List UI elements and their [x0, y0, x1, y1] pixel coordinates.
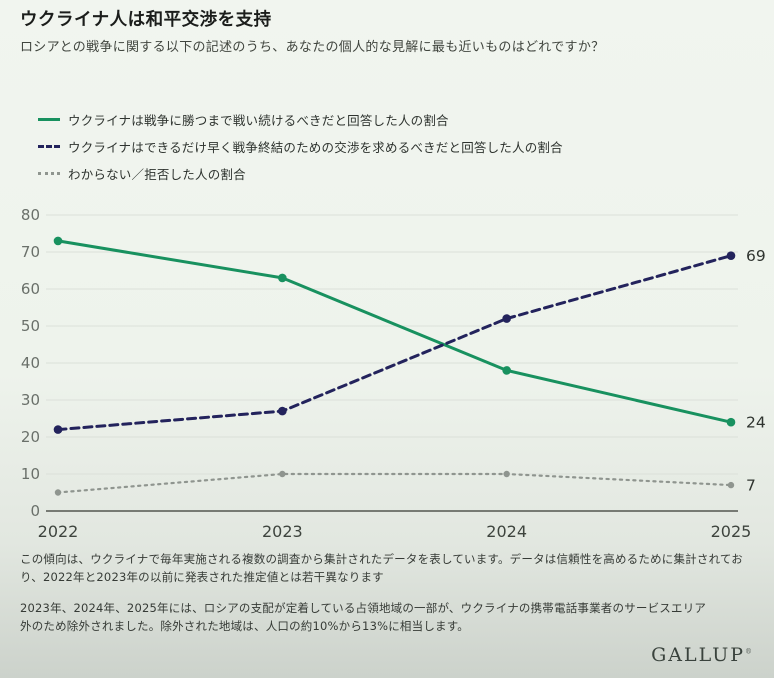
coverage-exclusion-footnote: 2023年、2024年、2025年には、ロシアの支配が定着している占領地域の一部…	[20, 601, 707, 633]
y-axis-tick-label: 20	[21, 428, 40, 446]
trend-chart-svg: 0 10 20 30 40 50 60 70 80 2022 2023 2024 2025 24 69 7	[21, 206, 766, 541]
registered-mark: ®	[745, 647, 752, 656]
data-point-marker	[726, 417, 736, 427]
x-axis-tick-label: 2022	[38, 522, 79, 541]
x-axis-tick-label: 2024	[486, 522, 527, 541]
legend-item-dont-know-refused: わからない／拒否した人の割合	[38, 160, 563, 187]
data-point-marker	[502, 314, 511, 323]
y-axis-tick-label: 50	[21, 317, 40, 335]
legend-item-seek-negotiations: ウクライナはできるだけ早く戦争終結のための交渉を求めるべきだと回答した人の割合	[38, 133, 563, 160]
y-axis-tick-label: 30	[21, 391, 40, 409]
legend-label: ウクライナはできるだけ早く戦争終結のための交渉を求めるべきだと回答した人の割合	[68, 140, 563, 155]
data-point-marker	[54, 489, 62, 496]
y-axis-tick-label: 60	[21, 280, 40, 298]
gallup-logo-text: GALLUP	[651, 644, 745, 666]
page-title: ウクライナ人は和平交渉を支持	[20, 10, 272, 30]
series-end-value-label: 69	[746, 247, 766, 265]
data-point-marker	[278, 406, 287, 416]
data-point-marker	[53, 236, 63, 246]
dotted-line-swatch-icon	[38, 172, 60, 175]
data-point-marker	[278, 273, 287, 283]
series-end-value-label: 7	[746, 477, 756, 495]
series-end-value-label: 24	[746, 414, 766, 432]
x-axis-tick-label: 2023	[262, 522, 303, 541]
line-series	[56, 239, 733, 424]
line-series	[56, 254, 733, 432]
y-axis-tick-label: 40	[21, 354, 40, 372]
methodology-footnote: この傾向は、ウクライナで毎年実施される複数の調査から集計されたデータを表していま…	[20, 552, 743, 584]
y-axis-tick-label: 70	[21, 243, 40, 261]
trend-chart: 0 10 20 30 40 50 60 70 80 2022 2023 2024 2025 24 69 7	[0, 196, 774, 546]
legend-label: わからない／拒否した人の割合	[68, 167, 246, 182]
data-point-marker	[503, 470, 510, 478]
line-series	[56, 472, 733, 494]
data-point-marker	[53, 425, 63, 434]
y-axis-tick-label: 10	[21, 465, 40, 483]
data-point-marker	[727, 481, 735, 489]
survey-question-subtitle: ロシアとの戦争に関する以下の記述のうち、あなたの個人的な見解に最も近いものはどれ…	[20, 40, 605, 55]
solid-line-swatch-icon	[38, 118, 60, 121]
chart-legend: ウクライナは戦争に勝つまで戦い続けるべきだと回答した人の割合 ウクライナはできる…	[38, 106, 563, 187]
dashed-line-swatch-icon	[38, 145, 60, 148]
gallup-logo: GALLUP®	[651, 644, 752, 666]
x-axis-tick-label: 2025	[711, 522, 752, 541]
data-point-marker	[502, 366, 511, 375]
y-axis-tick-label: 0	[30, 502, 40, 520]
legend-label: ウクライナは戦争に勝つまで戦い続けるべきだと回答した人の割合	[68, 113, 449, 128]
y-axis-tick-label: 80	[21, 206, 40, 224]
data-point-marker	[726, 251, 736, 260]
legend-item-fight-until-victory: ウクライナは戦争に勝つまで戦い続けるべきだと回答した人の割合	[38, 106, 563, 133]
data-point-marker	[279, 470, 286, 478]
